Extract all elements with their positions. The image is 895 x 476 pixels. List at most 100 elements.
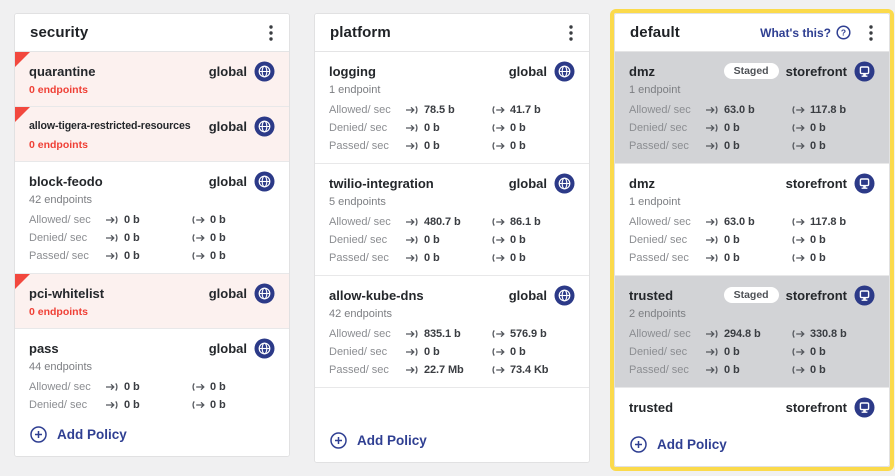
policy-card[interactable]: allow-tigera-restricted-resources global… <box>15 107 289 162</box>
inbound-value: 0 b <box>124 232 140 244</box>
inbound-stat: 294.8 b <box>705 328 791 340</box>
scope-icon-slot <box>254 116 275 137</box>
add-policy-button[interactable]: Add Policy <box>315 418 589 462</box>
inbound-stat: 0 b <box>405 140 491 152</box>
tier-menu-button[interactable] <box>261 21 281 45</box>
svg-text:?: ? <box>841 28 846 38</box>
inbound-value: 0 b <box>724 140 740 152</box>
inbound-stat: 0 b <box>105 399 191 411</box>
policy-card[interactable]: block-feodo global 42 endpoints Allowed/… <box>15 162 289 274</box>
policy-card[interactable]: pci-whitelist global 0 endpoints <box>15 274 289 329</box>
stat-label: Denied/ sec <box>29 232 88 244</box>
scope-icon-slot <box>254 283 275 304</box>
scope-label: global <box>208 118 247 134</box>
policy-list: dmz Staged storefront 1 endpoint Allowed… <box>615 52 889 422</box>
outbound-stat: 117.8 b <box>791 216 846 228</box>
scope-icon-slot <box>854 285 875 306</box>
add-policy-button[interactable]: Add Policy <box>615 422 889 466</box>
scope-icon-slot <box>854 173 875 194</box>
inbound-value: 22.7 Mb <box>424 364 464 376</box>
whats-this-link[interactable]: What's this? ? <box>760 25 851 40</box>
scope-label: storefront <box>785 287 847 303</box>
outbound-value: 576.9 b <box>510 328 547 340</box>
inbound-arrow-icon <box>406 106 418 114</box>
policy-title-row: quarantine global <box>29 60 275 82</box>
policy-stats: Allowed/ sec 0 b 0 b Denied/ sec 0 b <box>29 211 275 265</box>
inbound-value: 0 b <box>724 364 740 376</box>
inbound-arrow-icon <box>706 106 718 114</box>
outbound-stat: 0 b <box>791 234 826 246</box>
inbound-stat: 0 b <box>405 234 491 246</box>
scope-icon-slot <box>254 61 275 82</box>
inbound-stat: 0 b <box>405 122 491 134</box>
policy-title-row: twilio-integration global <box>329 172 575 194</box>
policy-name: quarantine <box>29 63 96 79</box>
policy-card[interactable]: dmz Staged storefront 1 endpoint Allowed… <box>615 52 889 164</box>
scope-label: global <box>508 63 547 79</box>
outbound-stat: 0 b <box>191 381 226 393</box>
outbound-arrow-icon <box>192 252 205 260</box>
outbound-stat: 0 b <box>191 250 226 262</box>
tier-title: platform <box>330 24 391 41</box>
outbound-arrow-icon <box>192 401 205 409</box>
inbound-value: 0 b <box>424 252 440 264</box>
policy-card[interactable]: allow-kube-dns global 42 endpoints Allow… <box>315 276 589 388</box>
outbound-value: 0 b <box>810 122 826 134</box>
policy-card[interactable]: twilio-integration global 5 endpoints Al… <box>315 164 589 276</box>
policy-tier-column: security quarantine global 0 e <box>10 9 294 461</box>
scope-icon-slot <box>254 338 275 359</box>
global-scope-icon <box>554 285 575 305</box>
add-policy-button[interactable]: Add Policy <box>15 412 289 456</box>
outbound-value: 0 b <box>810 252 826 264</box>
stat-row: Passed/ sec 0 b 0 b <box>329 249 575 267</box>
inbound-arrow-icon <box>106 216 118 224</box>
outbound-arrow-icon <box>192 234 205 242</box>
outbound-stat: 73.4 Kb <box>491 364 549 376</box>
tier-menu-button[interactable] <box>861 21 881 45</box>
policy-title-row: trusted Staged storefront <box>629 284 875 306</box>
outbound-stat: 0 b <box>791 252 826 264</box>
endpoints-count: 1 endpoint <box>329 84 381 96</box>
stat-row: Passed/ sec 0 b 0 b <box>629 361 875 379</box>
policy-card[interactable]: trusted Staged storefront 2 endpoints Al… <box>615 276 889 388</box>
policy-card[interactable]: quarantine global 0 endpoints <box>15 52 289 107</box>
alert-corner <box>15 107 30 122</box>
stat-label: Passed/ sec <box>29 250 89 262</box>
tier-panel: platform logging global 1 endp <box>314 13 590 463</box>
outbound-value: 0 b <box>810 140 826 152</box>
scope-icon-slot <box>854 61 875 82</box>
inbound-value: 0 b <box>124 381 140 393</box>
inbound-arrow-icon <box>406 348 418 356</box>
stat-row: Denied/ sec 0 b 0 b <box>629 119 875 137</box>
endpoints-count: 0 endpoints <box>29 306 88 318</box>
outbound-stat: 576.9 b <box>491 328 547 340</box>
policy-card[interactable]: dmz storefront 1 endpoint Allowed/ sec 6… <box>615 164 889 276</box>
stat-row: Denied/ sec 0 b 0 b <box>629 343 875 361</box>
inbound-stat: 480.7 b <box>405 216 491 228</box>
outbound-stat: 0 b <box>791 346 826 358</box>
policy-card[interactable]: logging global 1 endpoint Allowed/ sec 7… <box>315 52 589 164</box>
outbound-arrow-icon <box>492 366 505 374</box>
add-policy-label: Add Policy <box>57 426 127 442</box>
inbound-stat: 0 b <box>105 232 191 244</box>
policy-title-row: pass global <box>29 337 275 359</box>
stat-row: Allowed/ sec 294.8 b 330.8 b <box>629 325 875 343</box>
inbound-arrow-icon <box>706 142 718 150</box>
scope-label: global <box>508 175 547 191</box>
stat-label: Allowed/ sec <box>29 214 91 226</box>
endpoints-count: 5 endpoints <box>329 196 386 208</box>
policy-card[interactable]: pass global 44 endpoints Allowed/ sec 0 … <box>15 329 289 412</box>
scope-label: global <box>208 285 247 301</box>
add-icon <box>30 425 47 443</box>
namespace-scope-icon <box>854 61 875 81</box>
scope-icon-slot <box>554 61 575 82</box>
stat-label: Passed/ sec <box>629 252 689 264</box>
inbound-value: 78.5 b <box>424 104 455 116</box>
stat-row: Allowed/ sec 63.0 b 117.8 b <box>629 213 875 231</box>
tier-menu-button[interactable] <box>561 21 581 45</box>
policy-list: logging global 1 endpoint Allowed/ sec 7… <box>315 52 589 418</box>
inbound-arrow-icon <box>406 366 418 374</box>
inbound-value: 63.0 b <box>724 104 755 116</box>
policy-card[interactable]: trusted storefront <box>615 388 889 422</box>
